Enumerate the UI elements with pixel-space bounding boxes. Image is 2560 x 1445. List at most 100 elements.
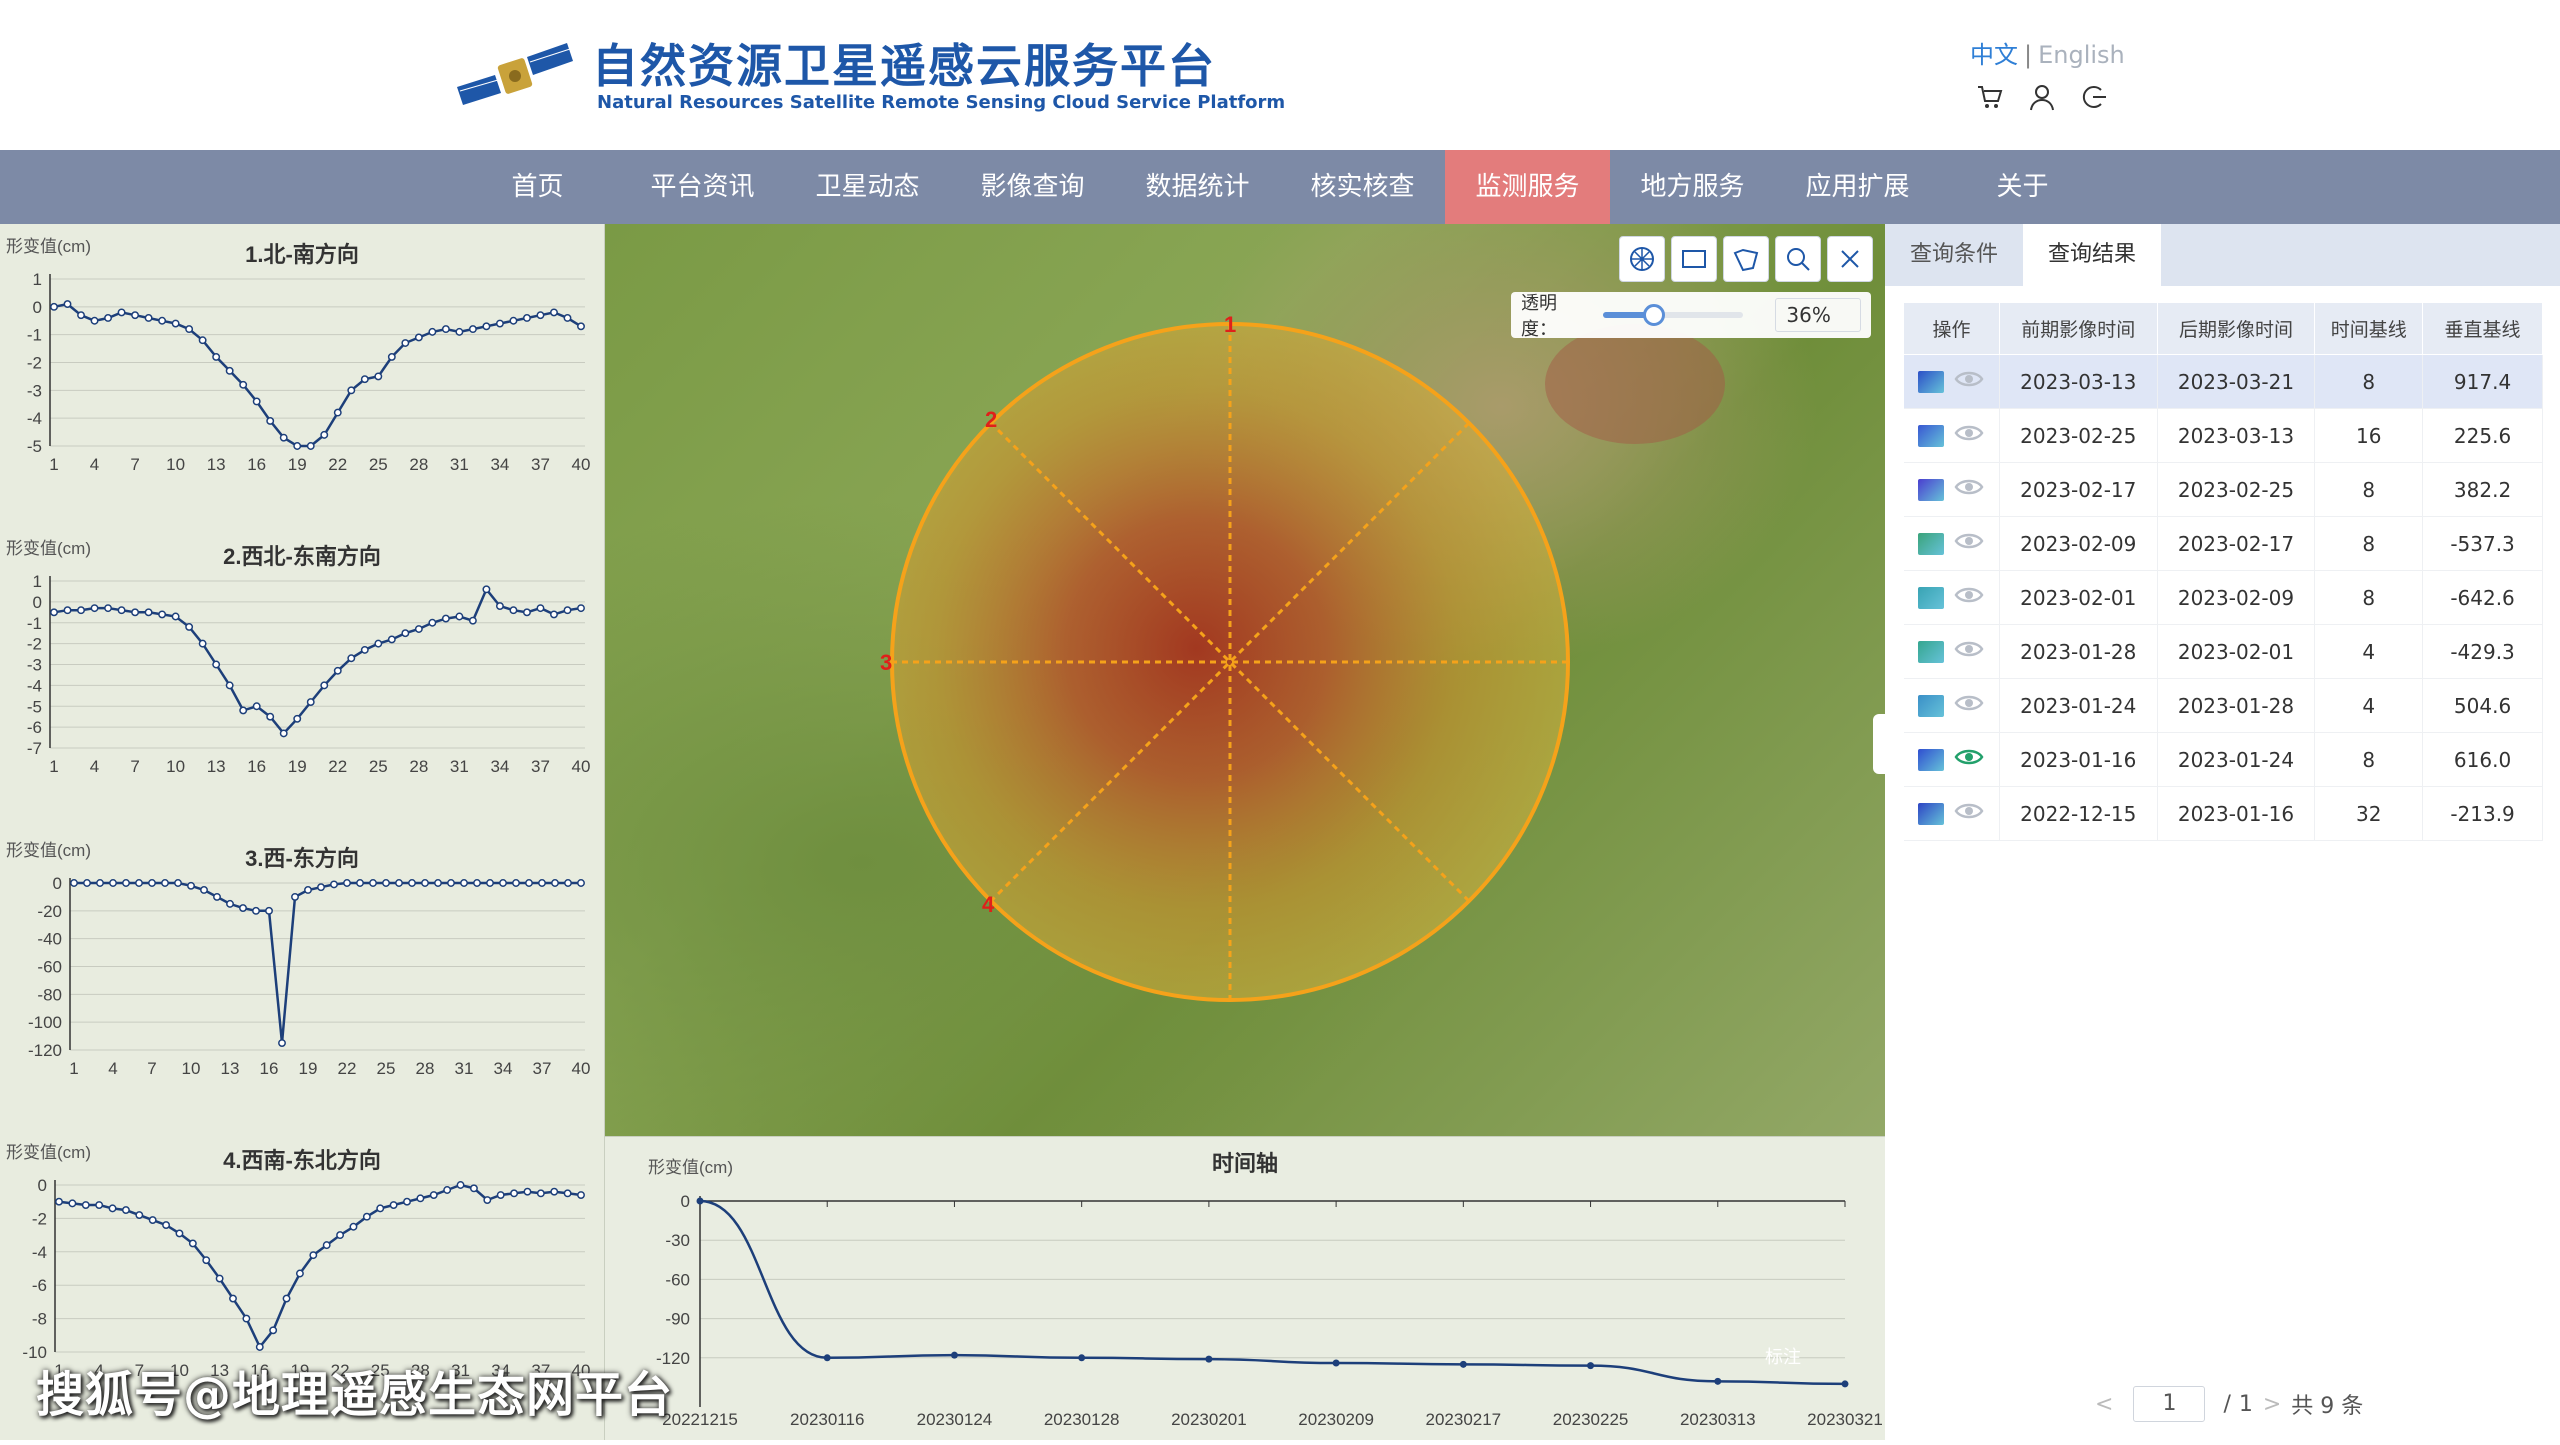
data-point — [347, 654, 356, 663]
table-row[interactable]: 2022-12-15 2023-01-16 32 -213.9 — [1903, 786, 2543, 841]
eye-icon[interactable] — [1954, 638, 1984, 665]
table-row[interactable]: 2023-02-09 2023-02-17 8 -537.3 — [1903, 516, 2543, 571]
data-point — [104, 314, 113, 322]
table-row[interactable]: 2023-01-28 2023-02-01 4 -429.3 — [1903, 624, 2543, 679]
data-point — [950, 1351, 958, 1359]
data-point — [522, 314, 531, 322]
lang-cn-link[interactable]: 中文 — [1970, 41, 2018, 69]
thumbnail-icon[interactable] — [1918, 424, 1945, 447]
data-point — [522, 608, 531, 617]
data-point — [320, 430, 329, 439]
table-row[interactable]: 2023-03-13 2023-03-21 8 917.4 — [1903, 354, 2543, 409]
y-tick-label: -2 — [32, 1209, 47, 1228]
next-page-button[interactable]: > — [2262, 1391, 2282, 1417]
tab-query-conditions[interactable]: 查询条件 — [1910, 242, 1999, 267]
table-row[interactable]: 2023-02-01 2023-02-09 8 -642.6 — [1903, 570, 2543, 625]
thumbnail-icon[interactable] — [1918, 478, 1945, 501]
polygon-tool-button[interactable] — [1723, 236, 1769, 282]
x-tick-label: 7 — [130, 455, 139, 474]
y-tick-label: 0 — [53, 874, 62, 893]
data-point — [483, 1196, 492, 1204]
y-tick-label: 0 — [38, 1176, 47, 1195]
table-row[interactable]: 2023-02-25 2023-03-13 16 225.6 — [1903, 408, 2543, 463]
x-tick-label: 25 — [369, 757, 388, 776]
x-tick-label: 40 — [572, 1059, 591, 1078]
data-point — [306, 442, 315, 450]
eye-icon[interactable] — [1954, 800, 1984, 827]
nav-home[interactable]: 首页 — [511, 172, 564, 202]
thumbnail-icon[interactable] — [1918, 694, 1945, 717]
data-point — [538, 879, 546, 887]
zoom-tool-button[interactable] — [1775, 236, 1821, 282]
chart-title: 3.西-东方向 — [245, 846, 359, 871]
y-tick-label: -60 — [665, 1270, 690, 1289]
pan-tool-button[interactable] — [1619, 236, 1665, 282]
data-point — [414, 625, 423, 633]
nav-monitoring[interactable]: 监测服务 — [1445, 150, 1610, 224]
opacity-slider[interactable] — [1603, 304, 1744, 326]
cart-icon[interactable] — [1975, 82, 2005, 112]
data-point — [482, 585, 491, 594]
thumbnail-icon[interactable] — [1918, 802, 1945, 825]
y-tick-label: -8 — [32, 1310, 47, 1329]
opacity-input[interactable]: 36% — [1775, 298, 1861, 332]
clear-tool-button[interactable] — [1827, 236, 1873, 282]
collapse-handle[interactable] — [1873, 714, 1885, 774]
thumbnail-icon[interactable] — [1918, 640, 1945, 663]
pagination: < 1 / 1 > 共 9 条 — [2085, 1386, 2363, 1422]
x-tick-label: 7 — [147, 1059, 156, 1078]
data-point — [77, 311, 85, 320]
temporal-baseline-cell: 16 — [2314, 408, 2424, 463]
prev-page-button[interactable]: < — [2095, 1391, 2114, 1417]
profile-chart-3: 3.西-东方向 形变值(cm) 0 -20 -40 -60 -80 -100 -120 1 4 7 10… — [0, 828, 605, 1128]
nav-satellite[interactable]: 卫星动态 — [815, 172, 920, 202]
eye-icon[interactable] — [1954, 422, 1984, 449]
eye-icon[interactable] — [1954, 692, 1984, 719]
rectangle-tool-button[interactable] — [1671, 236, 1717, 282]
nav-verification[interactable]: 核实核查 — [1310, 172, 1415, 202]
eye-icon[interactable] — [1954, 584, 1984, 611]
thumbnail-icon[interactable] — [1918, 748, 1945, 771]
thumbnail-icon[interactable] — [1918, 586, 1945, 609]
page-input[interactable]: 1 — [2133, 1386, 2206, 1422]
map-view[interactable]: 1 2 3 4 透明度： 36% — [605, 224, 1885, 1136]
nav-statistics[interactable]: 数据统计 — [1145, 172, 1250, 202]
x-tick-label: 19 — [299, 1059, 318, 1078]
table-row[interactable]: 2023-02-17 2023-02-25 8 382.2 — [1903, 462, 2543, 517]
tab-query-results[interactable]: 查询结果 — [2023, 224, 2162, 286]
nav-about[interactable]: 关于 — [1996, 172, 2049, 202]
data-point — [279, 433, 288, 442]
eye-icon[interactable] — [1954, 746, 1984, 773]
lang-en-link[interactable]: English — [2038, 41, 2125, 69]
thumbnail-icon[interactable] — [1918, 370, 1945, 393]
data-point — [266, 417, 275, 425]
y-tick-label: -3 — [27, 381, 42, 400]
thumbnail-icon[interactable] — [1918, 532, 1945, 555]
table-row[interactable]: 2023-01-16 2023-01-24 8 616.0 — [1903, 732, 2543, 787]
eye-icon[interactable] — [1954, 368, 1984, 395]
opacity-slider-handle[interactable] — [1642, 304, 1665, 326]
user-icon[interactable] — [2027, 82, 2057, 112]
eye-icon[interactable] — [1954, 476, 1984, 503]
y-axis-label: 形变值(cm) — [6, 539, 91, 558]
table-row[interactable]: 2023-01-24 2023-01-28 4 504.6 — [1903, 678, 2543, 733]
data-point — [441, 614, 450, 623]
data-point — [239, 380, 248, 389]
eye-icon[interactable] — [1954, 530, 1984, 557]
x-tick-label: 20230217 — [1426, 1410, 1502, 1429]
col-operation: 操作 — [1903, 302, 2000, 355]
x-tick-label: 25 — [377, 1059, 396, 1078]
data-point — [158, 316, 167, 325]
nav-news[interactable]: 平台资讯 — [650, 172, 755, 202]
y-tick-label: -3 — [27, 656, 42, 675]
after-date-cell: 2023-03-21 — [2157, 354, 2316, 409]
logout-icon[interactable] — [2079, 82, 2109, 112]
data-point — [347, 386, 356, 395]
nav-image-query[interactable]: 影像查询 — [980, 172, 1085, 202]
series-line — [53, 586, 582, 736]
after-date-cell: 2023-02-25 — [2157, 462, 2316, 517]
nav-apps[interactable]: 应用扩展 — [1805, 172, 1910, 202]
nav-local[interactable]: 地方服务 — [1640, 172, 1745, 202]
perpendicular-baseline-cell: 225.6 — [2422, 408, 2543, 463]
ops-cell — [1903, 678, 2000, 733]
